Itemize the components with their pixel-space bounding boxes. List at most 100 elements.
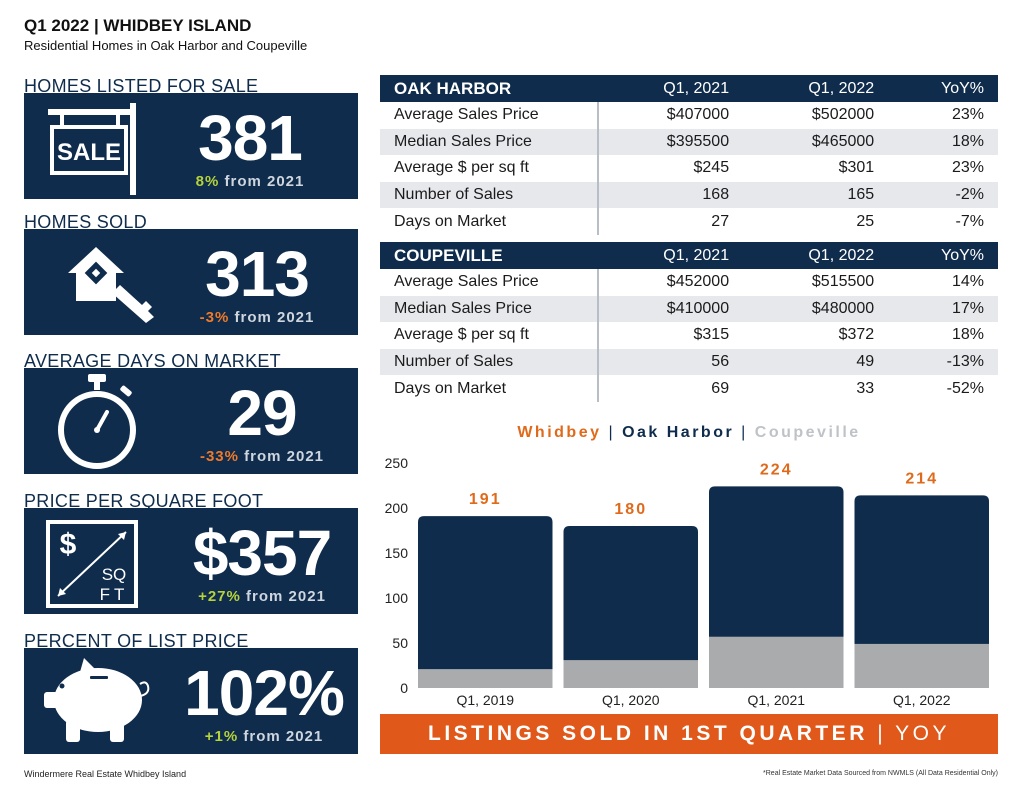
dollar-glyph: $ [60,528,77,561]
cell: 14% [951,273,984,291]
bar-data-label: 180 [614,501,647,518]
sq-glyph: SQ [102,565,127,584]
cell: 49 [743,348,889,376]
svg-text:SALE: SALE [57,139,121,166]
table-row: Days on Market 69 33 -52% [380,375,998,402]
cell: $452000 [666,273,730,291]
cell: 27 [711,212,730,230]
oak-harbor-table: OAK HARBOR Q1, 2021 Q1, 2022 YoY% Averag… [380,75,998,235]
legend-separator: | [608,424,616,441]
cell: 33 [856,379,875,397]
homes-listed-change: 8% from 2021 [174,173,326,190]
cell: -2% [888,181,998,209]
cell: 23% [951,106,984,124]
bar-data-label: 224 [760,461,793,478]
legend-whidbey: Whidbey [517,424,602,441]
banner-tail: YOY [895,722,950,745]
piggy-bank-icon [44,658,150,742]
y-tick-label: 150 [385,545,409,561]
homes-listed-panel: SALE 381 8% from 2021 [24,93,358,199]
cell: $465000 [743,128,889,156]
table-header-row: OAK HARBOR Q1, 2021 Q1, 2022 YoY% [380,75,998,102]
y-tick-label: 200 [385,500,409,516]
bar-data-label: 214 [905,470,938,487]
cell: 56 [598,348,744,376]
percent-of-list-label: PERCENT OF LIST PRICE [24,631,249,651]
cell: -52% [946,379,984,397]
table-row: Number of Sales 56 49 -13% [380,348,998,376]
bar-coupeville [563,660,698,688]
change-percent: -3% [199,309,230,326]
stopwatch-icon [58,374,136,469]
cell: 69 [711,379,730,397]
table-row: Median Sales Price $410000 $480000 17% [380,295,998,323]
legend-separator: | [741,424,748,441]
homes-listed-label: HOMES LISTED FOR SALE [24,76,259,96]
metric-name: Days on Market [380,208,599,235]
y-tick-label: 250 [385,455,409,471]
bar-coupeville [709,636,844,688]
banner-separator: | [877,722,887,745]
metric-name: Average $ per sq ft [380,155,599,182]
cell: $407000 [666,106,730,124]
table-row: Average Sales Price $407000 $502000 23% [380,102,998,129]
cell: $315 [693,326,730,344]
cell: 23% [951,159,984,177]
metric-name: Days on Market [380,375,599,402]
change-percent: 8% [195,173,220,190]
dollar-sqft-icon: $ SQ FT [46,520,138,608]
table-row: Average $ per sq ft $245 $301 23% [380,155,998,182]
change-suffix: from 2021 [244,448,325,465]
cell: $245 [693,159,730,177]
col-header: YoY% [888,242,998,269]
cell: 25 [856,212,875,230]
page-title: Q1 2022 | WHIDBEY ISLAND [24,16,252,35]
y-tick-label: 100 [385,590,409,606]
price-per-sqft-label: PRICE PER SQUARE FOOT [24,491,264,511]
homes-sold-change: -3% from 2021 [174,309,340,326]
days-on-market-panel: 29 -33% from 2021 [24,368,358,474]
cell: $515500 [811,273,875,291]
cell: $372 [838,326,875,344]
col-header: Q1, 2022 [743,75,889,102]
sale-sign-icon: SALE [48,103,136,195]
cell: $410000 [598,295,744,323]
area-name: OAK HARBOR [380,75,598,102]
table-row: Median Sales Price $395500 $465000 18% [380,128,998,156]
metric-name: Average $ per sq ft [380,322,599,349]
change-suffix: from 2021 [234,309,315,326]
change-suffix: from 2021 [246,588,326,605]
cell: $301 [838,159,875,177]
footer-brand: Windermere Real Estate Whidbey Island [24,769,187,779]
x-tick-label: Q1, 2022 [893,692,951,708]
cell: 17% [888,295,998,323]
y-tick-label: 0 [400,680,408,696]
days-on-market-value: 29 [227,377,297,449]
col-header: Q1, 2022 [743,242,889,269]
cell: 165 [743,181,889,209]
homes-sold-label: HOMES SOLD [24,212,148,232]
page-subtitle: Residential Homes in Oak Harbor and Coup… [24,38,308,53]
col-header: Q1, 2021 [598,75,744,102]
table-row: Number of Sales 168 165 -2% [380,181,998,209]
listings-sold-chart: 0 50 100 150 200 250 191 Q1, 2019 180 Q1, 2020 224… [385,455,989,708]
table-row: Days on Market 27 25 -7% [380,208,998,235]
days-on-market-label: AVERAGE DAYS ON MARKET [24,351,281,371]
banner-main: LISTINGS SOLD IN 1ST QUARTER [428,722,868,745]
percent-of-list-value: 102% [184,657,345,729]
metric-name: Average Sales Price [380,102,599,129]
bar-coupeville [854,643,989,688]
metric-name: Average Sales Price [380,269,599,296]
col-header: YoY% [888,75,998,102]
change-percent: -33% [199,448,239,465]
change-suffix: from 2021 [224,173,305,190]
price-per-sqft-value: $357 [192,517,332,589]
homes-listed-value: 381 [198,102,303,174]
cell: 168 [598,181,744,209]
days-on-market-change: -33% from 2021 [174,448,350,465]
legend-coupeville: Coupeville [754,424,861,441]
chart-legend: Whidbey | Oak Harbor | Coupeville [380,424,998,442]
price-per-sqft-change: +27% from 2021 [156,588,368,605]
cell: -7% [955,212,984,230]
change-percent: +1% [204,728,239,745]
